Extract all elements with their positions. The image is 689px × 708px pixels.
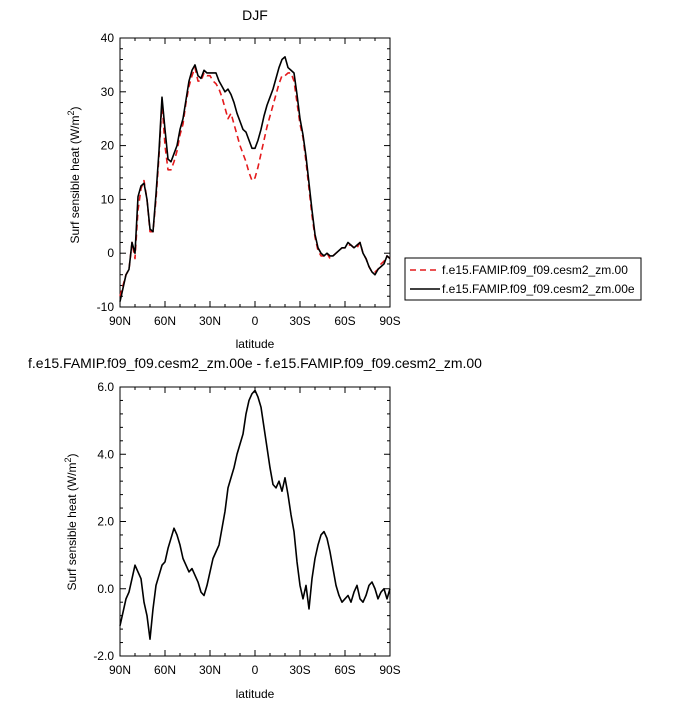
top-chart-title: DJF xyxy=(242,7,268,23)
bottom-series-line-0 xyxy=(119,389,391,640)
top-ytick-label: 40 xyxy=(101,31,115,45)
top-ytick-label: 10 xyxy=(101,192,115,206)
bottom-xtick-label: 90S xyxy=(379,663,400,677)
bottom-xtick-label: 90N xyxy=(109,663,131,677)
top-ytick-label: 20 xyxy=(101,139,115,153)
bottom-xtick-label: 30S xyxy=(289,663,310,677)
top-chart-ylabel: Surf sensible heat (W/m2) xyxy=(66,106,82,243)
bottom-chart-series xyxy=(119,389,391,640)
bottom-chart: f.e15.FAMIP.f09_f09.cesm2_zm.00e - f.e15… xyxy=(28,355,482,701)
top-xtick-label: 0 xyxy=(252,314,259,328)
top-xtick-label: 90S xyxy=(379,314,400,328)
bottom-chart-title: f.e15.FAMIP.f09_f09.cesm2_zm.00e - f.e15… xyxy=(28,355,482,371)
top-chart: DJF 90N 60N 30N 0 30S 60S 90S -10 0 10 20 30 40 lati… xyxy=(66,7,401,351)
top-series-line-0 xyxy=(119,66,391,297)
bottom-ytick-label: 2.0 xyxy=(97,515,114,529)
bottom-chart-ticks: 90N 60N 30N 0 30S 60S 90S -2.0 0.0 2.0 4.0 6.0 xyxy=(93,380,400,677)
bottom-ytick-label: 4.0 xyxy=(97,447,114,461)
top-chart-ticks: 90N 60N 30N 0 30S 60S 90S -10 0 10 20 30 40 xyxy=(97,31,401,328)
bottom-chart-xlabel: latitude xyxy=(236,687,275,701)
legend-box xyxy=(404,257,642,301)
top-xtick-label: 90N xyxy=(109,314,131,328)
top-ytick-label: 30 xyxy=(101,85,115,99)
bottom-xtick-label: 60S xyxy=(334,663,355,677)
top-ytick-label: -10 xyxy=(97,300,115,314)
top-xtick-label: 30S xyxy=(289,314,310,328)
top-xtick-label: 60S xyxy=(334,314,355,328)
top-series-line-1 xyxy=(119,56,391,302)
top-chart-series xyxy=(119,56,391,302)
bottom-ytick-label: -2.0 xyxy=(93,649,114,663)
legend-entry-00e: f.e15.FAMIP.f09_f09.cesm2_zm.00e xyxy=(442,282,635,296)
bottom-ytick-label: 6.0 xyxy=(97,380,114,394)
bottom-chart-frame xyxy=(119,386,391,657)
bottom-xtick-label: 60N xyxy=(154,663,176,677)
top-ytick-label: 0 xyxy=(107,246,114,260)
bottom-chart-ylabel: Surf sensible heat (W/m2) xyxy=(63,453,79,590)
top-xtick-label: 30N xyxy=(199,314,221,328)
top-xtick-label: 60N xyxy=(154,314,176,328)
bottom-xtick-label: 30N xyxy=(199,663,221,677)
top-chart-frame xyxy=(119,37,391,308)
bottom-xtick-label: 0 xyxy=(252,663,259,677)
bottom-ytick-label: 0.0 xyxy=(97,582,114,596)
legend-entry-00: f.e15.FAMIP.f09_f09.cesm2_zm.00 xyxy=(442,263,628,277)
legend: f.e15.FAMIP.f09_f09.cesm2_zm.00 f.e15.FA… xyxy=(404,257,642,301)
top-chart-xlabel: latitude xyxy=(236,337,275,351)
